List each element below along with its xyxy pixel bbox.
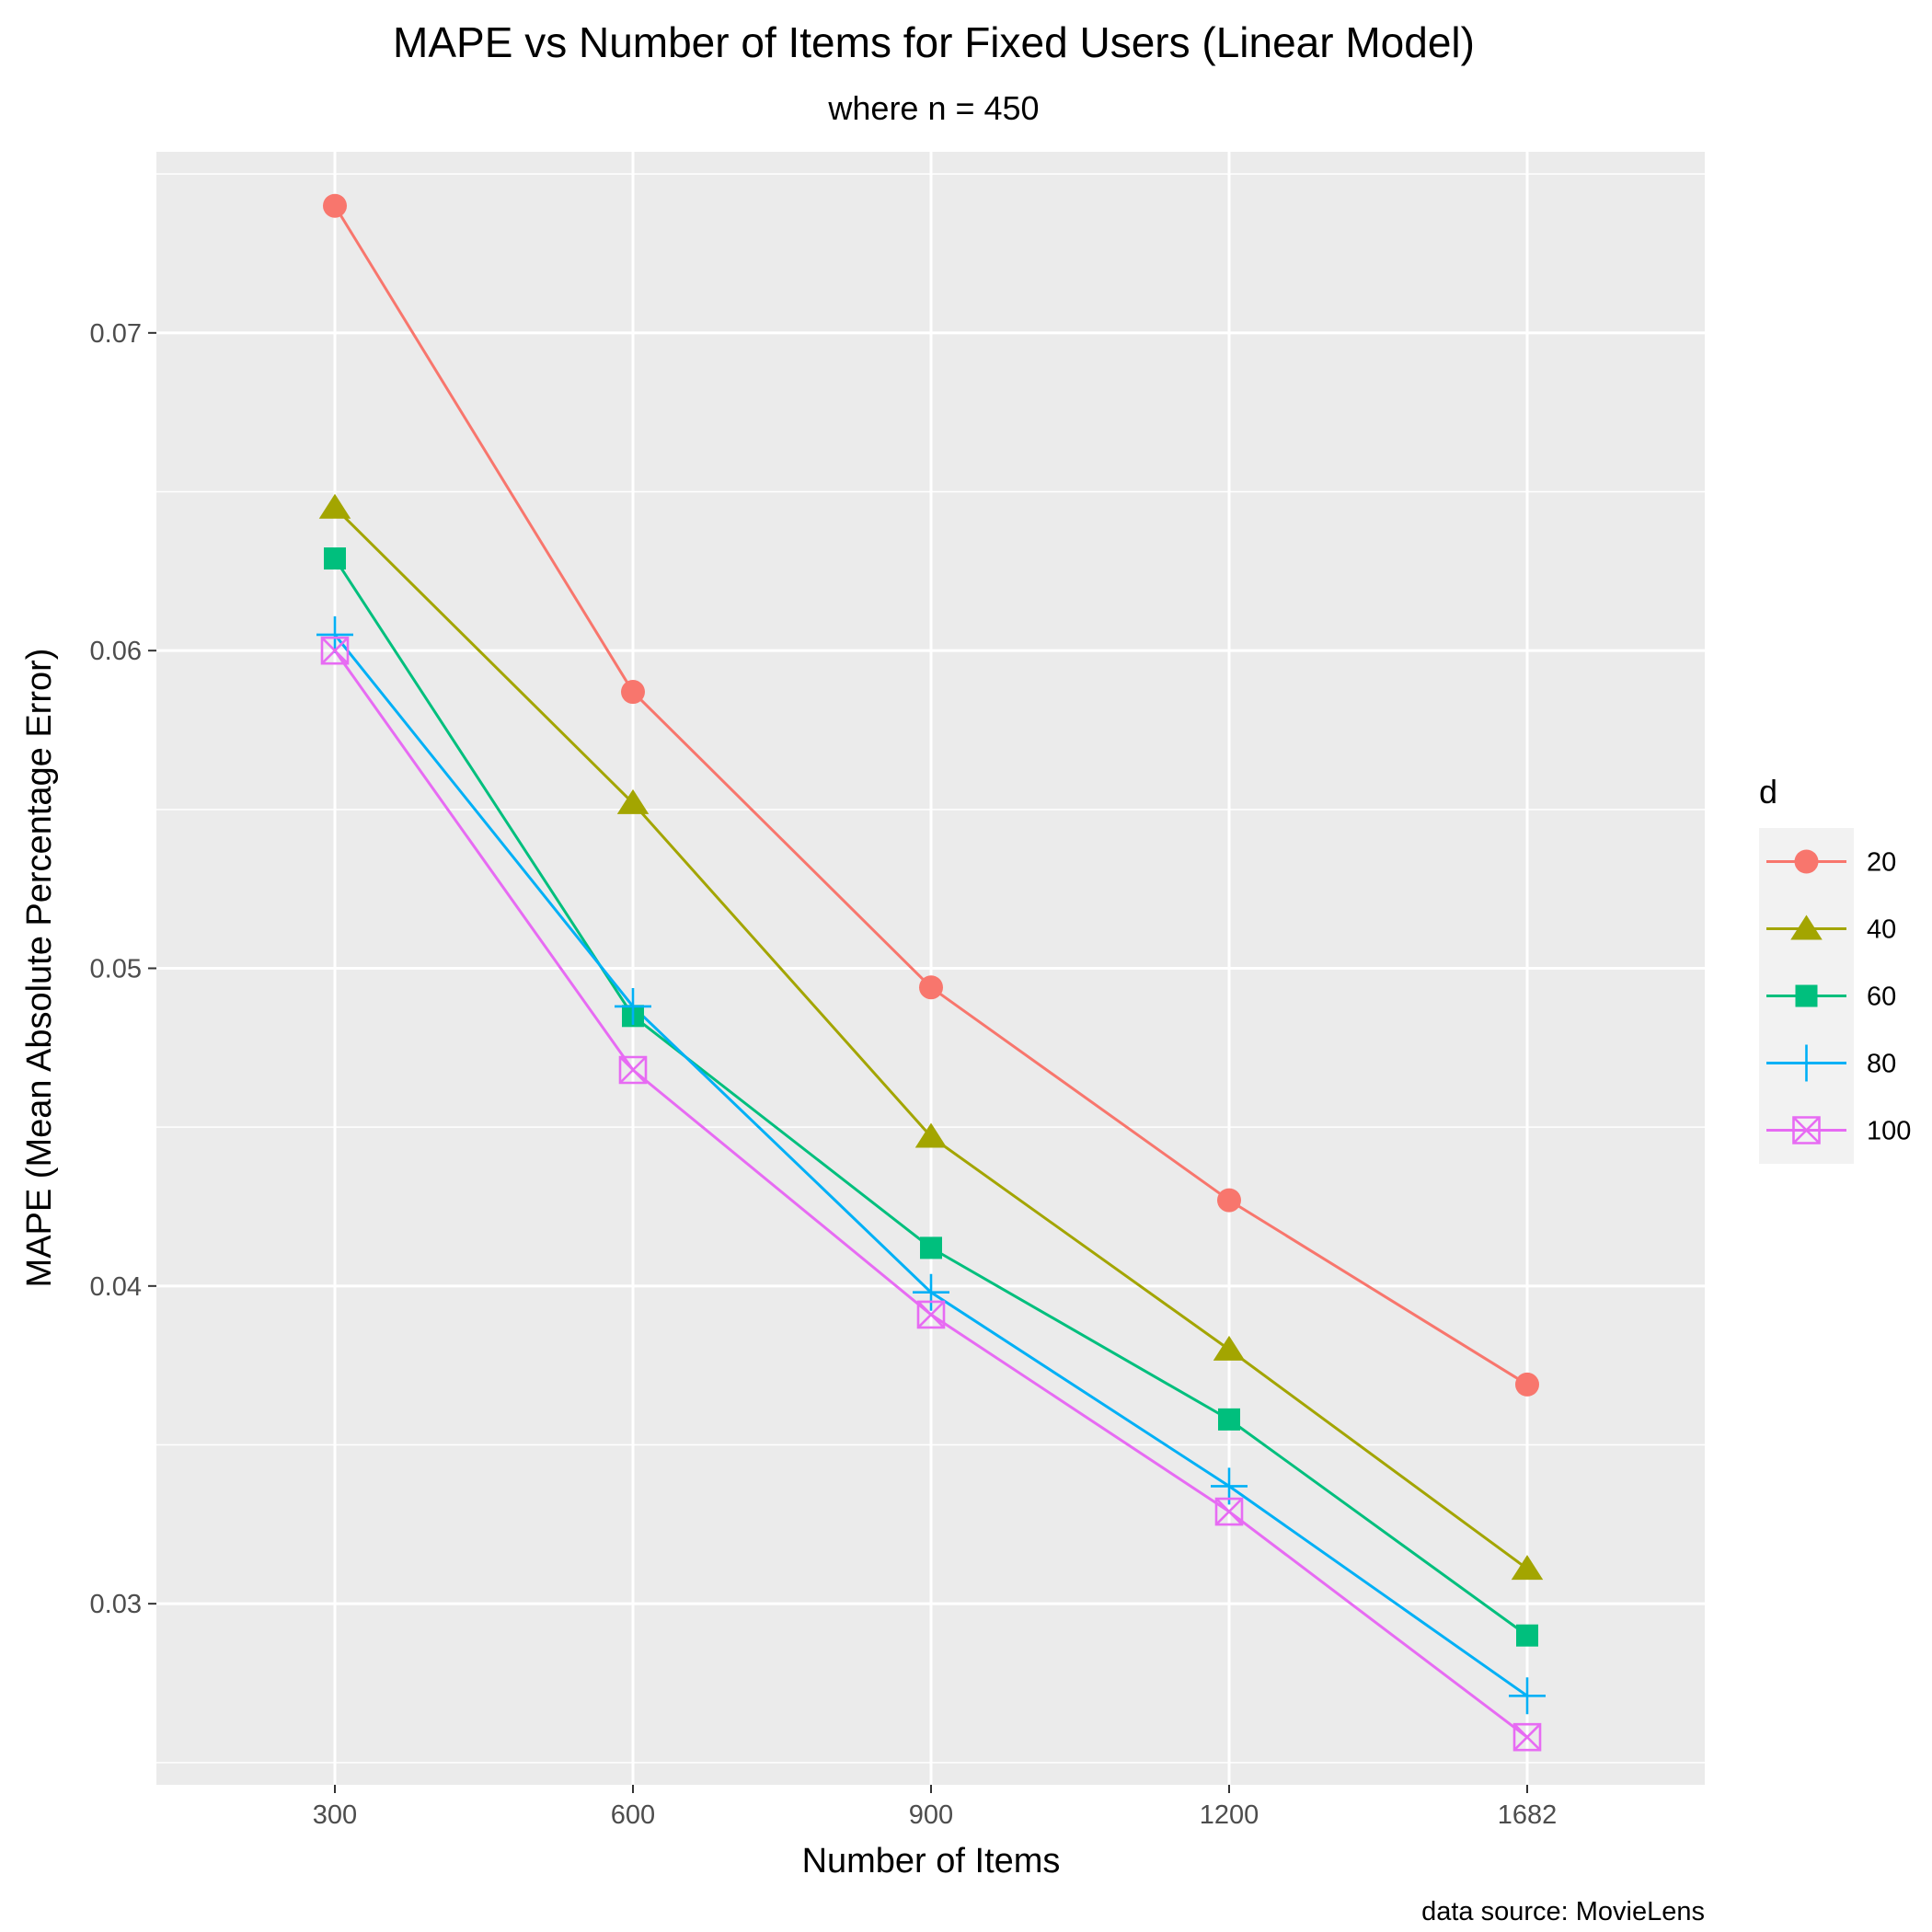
legend-label-d100: 100 [1867, 1117, 1911, 1146]
data-point-d100-1200 [1214, 1497, 1244, 1526]
grid-major [156, 152, 1705, 1785]
caption: data source: MovieLens [1421, 1897, 1705, 1926]
data-point-d60-1682 [1516, 1624, 1538, 1647]
legend-key-marker-d80 [1788, 1044, 1825, 1082]
data-point-d60-1200 [1218, 1408, 1240, 1431]
y-tick-label-4: 0.07 [90, 319, 142, 349]
legend-key-marker-d100 [1792, 1116, 1821, 1144]
chart-subtitle: where n = 450 [827, 89, 1039, 127]
data-point-d40-900 [914, 1122, 948, 1148]
data-point-d80-900 [913, 1273, 949, 1311]
x-tick-label-2: 900 [909, 1800, 953, 1830]
data-point-d80-1682 [1509, 1677, 1546, 1715]
data-point-d20-600 [621, 680, 645, 705]
x-tick-label-3: 1200 [1200, 1800, 1259, 1830]
data-point-d40-1200 [1213, 1335, 1246, 1361]
y-axis: 0.03 0.04 0.05 0.06 0.07 [90, 319, 156, 1619]
legend-key-marker-d60 [1795, 984, 1818, 1007]
legend-title: d [1759, 773, 1777, 811]
y-tick-label-1: 0.04 [90, 1272, 142, 1302]
chart-title: MAPE vs Number of Items for Fixed Users … [393, 18, 1475, 66]
x-axis-title: Number of Items [802, 1842, 1061, 1880]
data-point-d100-600 [618, 1055, 648, 1085]
data-point-d40-1682 [1511, 1555, 1544, 1581]
legend-label-d80: 80 [1867, 1050, 1896, 1079]
data-point-d80-300 [316, 615, 353, 653]
x-axis: 300 600 900 1200 1682 [313, 1785, 1557, 1830]
legend-label-d60: 60 [1867, 983, 1896, 1012]
data-point-d100-1682 [1512, 1722, 1542, 1752]
legend-key-marker-d20 [1794, 849, 1819, 874]
legend-label-d20: 20 [1867, 848, 1896, 878]
series-points [316, 193, 1546, 1752]
x-tick-label-1: 600 [611, 1800, 655, 1830]
y-tick-label-2: 0.05 [90, 955, 142, 984]
data-point-d60-300 [324, 547, 346, 570]
y-tick-label-3: 0.06 [90, 637, 142, 666]
legend-key-marker-d40 [1790, 914, 1823, 940]
data-point-d20-300 [323, 193, 347, 218]
x-tick-label-0: 300 [313, 1800, 357, 1830]
data-point-d40-300 [318, 493, 351, 519]
legend: d 20 40 60 80 100 [1759, 773, 1911, 1164]
data-point-d20-900 [919, 975, 943, 1000]
data-point-d100-300 [320, 636, 350, 665]
x-tick-label-4: 1682 [1498, 1800, 1558, 1830]
data-point-d100-900 [916, 1300, 946, 1329]
data-point-d20-1682 [1515, 1372, 1539, 1397]
data-point-d40-600 [616, 788, 650, 814]
y-axis-title: MAPE (Mean Absolute Percentage Error) [20, 649, 59, 1288]
data-point-d80-600 [615, 987, 651, 1025]
data-point-d60-900 [920, 1236, 942, 1259]
legend-label-d40: 40 [1867, 915, 1896, 945]
data-point-d20-1200 [1217, 1188, 1241, 1213]
y-tick-label-0: 0.03 [90, 1590, 142, 1619]
